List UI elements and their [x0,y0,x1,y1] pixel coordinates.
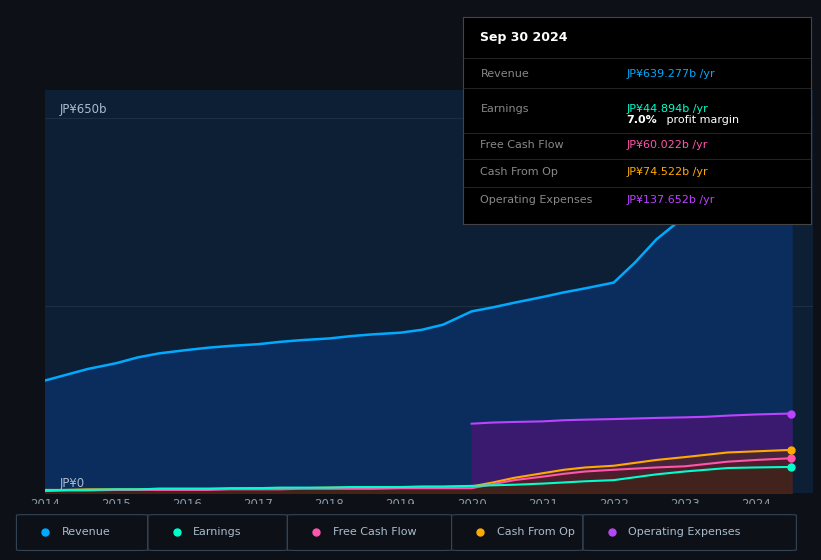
Text: JP¥44.894b /yr: JP¥44.894b /yr [626,104,709,114]
Text: Sep 30 2024: Sep 30 2024 [480,31,568,44]
Text: 7.0%: 7.0% [626,115,658,125]
Text: Free Cash Flow: Free Cash Flow [333,527,416,537]
Text: Revenue: Revenue [480,69,530,79]
Text: Revenue: Revenue [62,527,110,537]
Text: JP¥639.277b /yr: JP¥639.277b /yr [626,69,715,79]
Text: profit margin: profit margin [663,115,740,125]
Text: JP¥74.522b /yr: JP¥74.522b /yr [626,167,709,177]
Text: Operating Expenses: Operating Expenses [628,527,741,537]
Text: Operating Expenses: Operating Expenses [480,195,593,205]
Text: JP¥60.022b /yr: JP¥60.022b /yr [626,140,708,150]
Text: JP¥650b: JP¥650b [59,102,107,115]
Text: Earnings: Earnings [193,527,241,537]
Text: Earnings: Earnings [480,104,529,114]
Text: JP¥0: JP¥0 [59,477,85,490]
Text: Free Cash Flow: Free Cash Flow [480,140,564,150]
Text: Cash From Op: Cash From Op [480,167,558,177]
Text: Cash From Op: Cash From Op [497,527,575,537]
Text: JP¥137.652b /yr: JP¥137.652b /yr [626,195,715,205]
